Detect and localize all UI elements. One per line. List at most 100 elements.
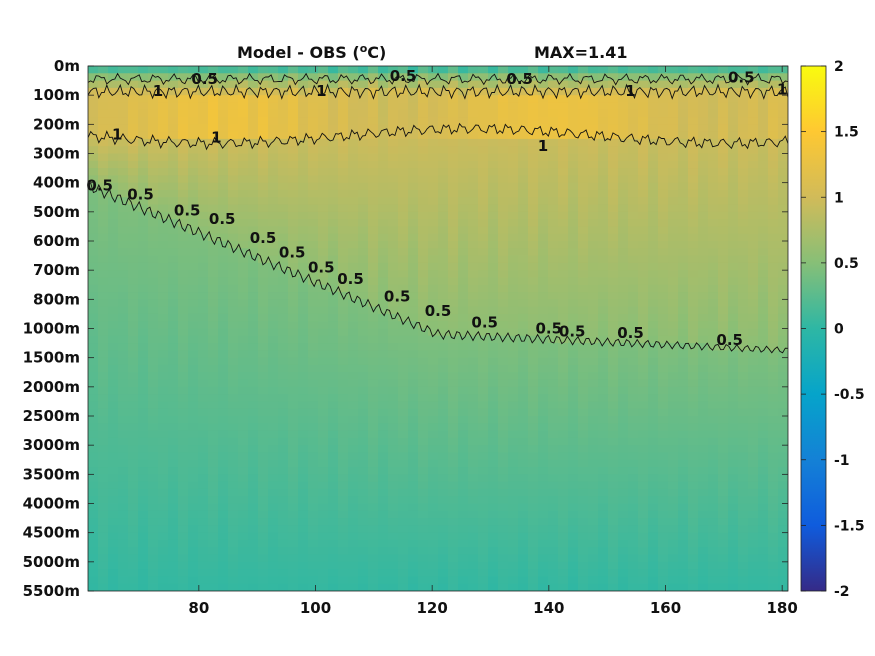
heatmap-cell — [518, 350, 529, 359]
heatmap-cell — [418, 547, 429, 556]
heatmap-cell — [398, 175, 409, 184]
heatmap-cell — [238, 160, 249, 169]
heatmap-cell — [128, 138, 139, 147]
heatmap-cell — [128, 233, 139, 242]
heatmap-cell — [508, 532, 519, 541]
heatmap-cell — [678, 364, 689, 373]
heatmap-cell — [698, 488, 709, 497]
heatmap-cell — [318, 496, 329, 505]
heatmap-cell — [468, 394, 479, 403]
heatmap-cell — [708, 569, 719, 578]
heatmap-cell — [428, 211, 439, 220]
heatmap-cell — [468, 379, 479, 388]
heatmap-cell — [378, 423, 389, 432]
heatmap-cell — [538, 357, 549, 366]
heatmap-cell — [568, 423, 579, 432]
heatmap-cell — [678, 73, 689, 82]
heatmap-cell — [218, 569, 229, 578]
heatmap-cell — [638, 350, 649, 359]
heatmap-cell — [578, 408, 589, 417]
heatmap-cell — [558, 445, 569, 454]
heatmap-cell — [518, 313, 529, 322]
heatmap-cell — [498, 459, 509, 468]
heatmap-cell — [548, 131, 559, 140]
heatmap-cell — [578, 204, 589, 213]
heatmap-cell — [168, 189, 179, 198]
heatmap-cell — [358, 488, 369, 497]
heatmap-cell — [288, 109, 299, 118]
heatmap-cell — [88, 219, 99, 228]
heatmap-cell — [418, 328, 429, 337]
heatmap-cell — [388, 160, 399, 169]
heatmap-cell — [298, 510, 309, 519]
heatmap-cell — [338, 488, 349, 497]
heatmap-cell — [268, 372, 279, 381]
heatmap-cell — [558, 423, 569, 432]
heatmap-cell — [288, 496, 299, 505]
heatmap-cell — [518, 117, 529, 125]
heatmap-cell — [288, 481, 299, 490]
heatmap-cell — [558, 510, 569, 519]
heatmap-cell — [458, 284, 469, 293]
heatmap-cell — [518, 518, 529, 526]
heatmap-cell — [658, 561, 669, 570]
heatmap-cell — [478, 496, 489, 505]
heatmap-cell — [348, 153, 359, 162]
heatmap-cell — [728, 109, 739, 118]
heatmap-cell — [588, 80, 599, 89]
heatmap-cell — [148, 430, 159, 439]
heatmap-cell — [728, 153, 739, 162]
heatmap-cell — [748, 168, 759, 176]
heatmap-cell — [728, 481, 739, 490]
heatmap-cell — [128, 372, 139, 381]
heatmap-cell — [718, 226, 729, 235]
heatmap-cell — [428, 350, 439, 359]
heatmap-cell — [578, 445, 589, 454]
heatmap-cell — [758, 547, 769, 556]
heatmap-cell — [98, 138, 109, 147]
heatmap-cell — [348, 138, 359, 147]
heatmap-cell — [228, 401, 239, 410]
heatmap-cell — [118, 357, 129, 366]
heatmap-cell — [558, 160, 569, 169]
heatmap-cell — [428, 197, 439, 206]
heatmap-cell — [708, 248, 719, 257]
heatmap-cell — [558, 547, 569, 556]
heatmap-cell — [778, 561, 788, 570]
heatmap-cell — [768, 292, 779, 300]
heatmap-cell — [228, 117, 239, 125]
heatmap-cell — [778, 576, 788, 585]
heatmap-cell — [208, 146, 219, 155]
heatmap-cell — [498, 488, 509, 497]
heatmap-cell — [108, 343, 119, 351]
heatmap-cell — [238, 211, 249, 220]
heatmap-cell — [208, 66, 219, 74]
heatmap-cell — [688, 445, 699, 454]
heatmap-cell — [558, 474, 569, 483]
heatmap-cell — [258, 182, 269, 191]
heatmap-cell — [378, 445, 389, 454]
heatmap-cell — [408, 510, 419, 519]
heatmap-cell — [298, 583, 309, 591]
heatmap-cell — [678, 109, 689, 118]
heatmap-cell — [138, 306, 149, 315]
heatmap-cell — [208, 73, 219, 82]
heatmap-cell — [498, 474, 509, 483]
heatmap-cell — [158, 117, 169, 125]
heatmap-cell — [648, 277, 659, 286]
heatmap-cell — [638, 357, 649, 366]
heatmap-cell — [188, 306, 199, 315]
heatmap-cell — [288, 350, 299, 359]
heatmap-cell — [768, 262, 779, 271]
heatmap-cell — [478, 284, 489, 293]
heatmap-cell — [718, 561, 729, 570]
heatmap-cell — [758, 430, 769, 439]
heatmap-cell — [668, 335, 679, 344]
heatmap-cell — [758, 219, 769, 228]
heatmap-cell — [398, 416, 409, 424]
heatmap-cell — [208, 408, 219, 417]
heatmap-cell — [238, 248, 249, 257]
heatmap-cell — [378, 226, 389, 235]
heatmap-cell — [558, 416, 569, 424]
heatmap-cell — [118, 204, 129, 213]
